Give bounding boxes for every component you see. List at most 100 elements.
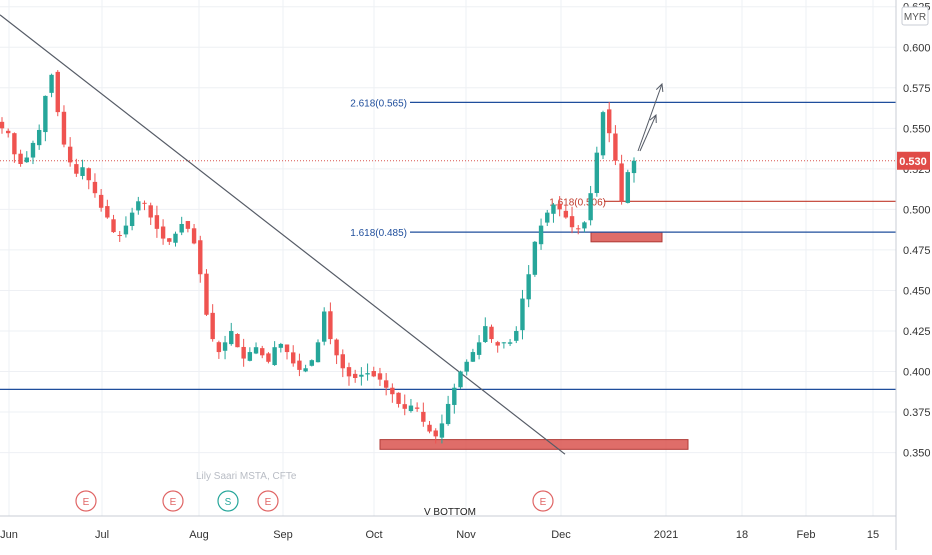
y-tick-label: 0.550 <box>903 123 931 135</box>
candle-body <box>129 212 135 227</box>
candle-body <box>439 423 445 438</box>
candle-body <box>600 112 606 156</box>
currency-badge[interactable] <box>901 6 929 26</box>
candle-body <box>105 206 110 218</box>
x-tick-label: 18 <box>736 529 748 541</box>
event-marker-letter: E <box>540 497 547 508</box>
x-tick-label: Nov <box>456 529 476 541</box>
candle-body <box>390 387 395 395</box>
event-marker-letter: S <box>225 497 232 508</box>
candle-body <box>111 219 116 233</box>
candle-body <box>117 235 122 237</box>
candle-body <box>414 407 420 409</box>
y-tick-label: 0.575 <box>903 83 931 95</box>
y-tick-label: 0.600 <box>903 42 931 54</box>
candle-body <box>297 360 302 370</box>
candle-body <box>383 380 389 388</box>
candle-body <box>247 352 253 361</box>
y-tick-label: 0.350 <box>903 448 931 460</box>
candle-body <box>365 373 370 375</box>
candle-body <box>526 274 531 300</box>
candle-body <box>179 223 184 233</box>
candle-body <box>452 387 457 405</box>
candle-body <box>30 142 36 158</box>
support-zone[interactable] <box>590 231 663 243</box>
candle-body <box>569 216 575 228</box>
candle-body <box>483 326 488 342</box>
event-marker-letter: E <box>170 497 177 508</box>
candle-body <box>588 193 593 221</box>
candle-body <box>148 205 153 218</box>
annotations: V BOTTOM E E S E E <box>75 490 554 518</box>
plot-background <box>0 0 896 516</box>
candle-body <box>55 71 60 113</box>
candle-body <box>191 228 197 244</box>
earnings-event-marker[interactable]: E <box>257 490 279 512</box>
candle-body <box>631 160 637 174</box>
x-tick-label: Jun <box>0 529 18 541</box>
candle-body <box>241 346 246 359</box>
downtrend-line[interactable] <box>0 14 566 455</box>
x-tick-label: 15 <box>867 529 879 541</box>
candle-body <box>582 222 587 229</box>
candle-body <box>445 403 451 425</box>
candle-body <box>266 353 271 362</box>
candle-body <box>74 164 79 174</box>
earnings-event-marker[interactable]: E <box>75 490 97 512</box>
candle-body <box>321 311 327 342</box>
last-price-tag <box>897 151 930 170</box>
y-tick-label: 0.500 <box>903 204 931 216</box>
candle-body <box>613 133 618 161</box>
level-label: 2.618(0.565) <box>350 98 407 109</box>
candle-body <box>520 298 525 331</box>
split-event-marker[interactable]: S <box>217 490 239 512</box>
y-tick-label: 0.450 <box>903 285 931 297</box>
candle-body <box>352 373 358 378</box>
candle-body <box>545 212 550 223</box>
y-tick-label: 0.475 <box>903 245 931 257</box>
x-tick-label: 2021 <box>654 529 678 541</box>
candle-body <box>43 95 48 133</box>
support-zone[interactable] <box>379 439 689 450</box>
candle-body <box>86 168 91 181</box>
candle-body <box>216 342 222 353</box>
candle-body <box>328 311 333 340</box>
candle-body <box>5 130 11 134</box>
candle-body <box>260 348 265 356</box>
candle-body <box>210 312 215 340</box>
last-price-value: 0.530 <box>899 156 927 168</box>
candle-body <box>80 167 85 176</box>
candle-body <box>421 411 426 422</box>
candle-body <box>402 404 407 409</box>
candle-body <box>433 430 438 437</box>
candle-body <box>377 373 383 380</box>
candle-body <box>538 225 544 245</box>
candle-body <box>464 361 469 372</box>
candle-body <box>458 371 463 388</box>
y-tick-label: 0.400 <box>903 367 931 379</box>
earnings-event-marker[interactable]: E <box>162 490 184 512</box>
earnings-event-marker[interactable]: E <box>532 490 554 512</box>
arrow-head <box>649 113 657 124</box>
candle-body <box>594 152 600 194</box>
candle-body <box>532 241 538 275</box>
event-marker-circle <box>532 490 554 512</box>
candle-body <box>334 339 339 356</box>
candle-body <box>315 342 321 363</box>
event-marker-circle <box>257 490 279 512</box>
x-tick-label: Feb <box>797 529 816 541</box>
candle-body <box>0 121 5 129</box>
candle-body <box>253 347 259 354</box>
event-marker-letter: E <box>83 497 90 508</box>
x-tick-label: Sep <box>273 529 293 541</box>
x-tick-label: Dec <box>551 529 571 541</box>
x-tick-label: Aug <box>189 529 209 541</box>
v-bottom-label: V BOTTOM <box>424 507 476 518</box>
candle-body <box>12 133 17 155</box>
candle-body <box>142 202 147 204</box>
y-axis[interactable]: 0.6250.6000.5750.5500.5250.5000.4750.450… <box>897 2 931 460</box>
x-axis[interactable]: Jun Jul Aug Sep Oct Nov Dec 2021 18 Feb 15 <box>0 529 879 541</box>
x-tick-label: Oct <box>365 529 382 541</box>
